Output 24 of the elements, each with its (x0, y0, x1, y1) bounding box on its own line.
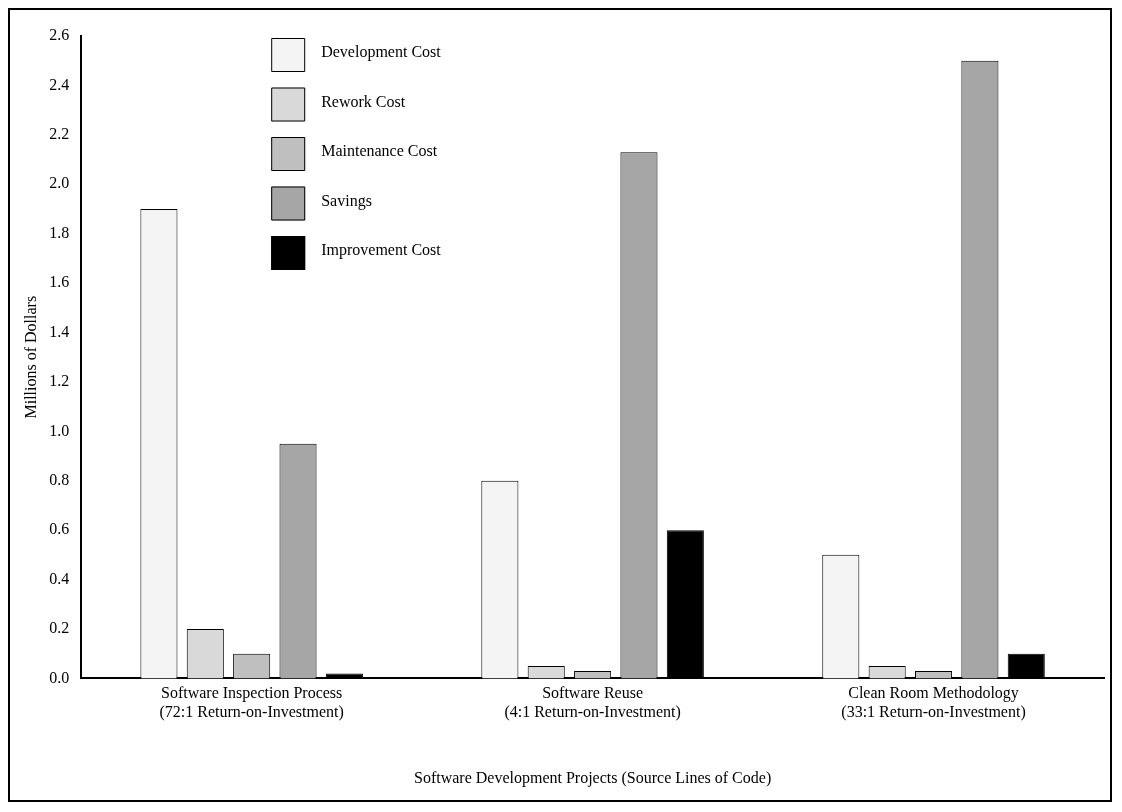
y-tick-label: 2.0 (49, 174, 70, 192)
y-tick-label: 1.6 (49, 273, 70, 291)
legend-label: Maintenance Cost (321, 142, 438, 160)
y-tick-label: 0.4 (49, 569, 70, 587)
x-axis-title: Software Development Projects (Source Lines of Code) (413, 768, 772, 787)
y-tick-label: 2.6 (49, 26, 70, 44)
legend-label: Improvement Cost (321, 241, 442, 260)
y-tick-label: 0.8 (49, 470, 70, 488)
y-tick-label: 1.0 (49, 421, 70, 439)
y-axis-title: Millions of Dollars (21, 295, 39, 419)
x-tick-label: Clean Room Methodology (33:1 Return-on-Investment) (841, 684, 1026, 722)
x-tick-label: Software Reuse (4:1 Return-on-Investment) (504, 684, 681, 722)
y-tick-label: 2.2 (49, 125, 70, 143)
y-tick-label: 1.8 (49, 223, 70, 241)
legend-label: Rework Cost (321, 92, 406, 110)
y-tick-label: 0.2 (49, 619, 70, 637)
y-tick-label: 1.2 (49, 372, 70, 390)
y-tick-label: 0.0 (49, 668, 70, 686)
legend-label: Development Cost (321, 43, 442, 62)
x-tick-label: Software Inspection Process (72:1 Return-on-Investment) (159, 684, 344, 722)
y-tick-label: 0.6 (49, 520, 70, 538)
y-tick-label: 1.4 (49, 322, 70, 340)
legend-label: Savings (321, 191, 372, 210)
y-tick-label: 2.4 (49, 75, 70, 93)
